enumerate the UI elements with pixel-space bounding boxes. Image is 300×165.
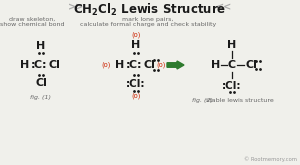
Text: © Rootmemory.com: © Rootmemory.com xyxy=(244,156,297,162)
Text: H: H xyxy=(20,60,30,70)
Text: $\bf{CH_2Cl_2}$ Lewis Structure: $\bf{CH_2Cl_2}$ Lewis Structure xyxy=(73,2,227,18)
Text: C: C xyxy=(228,60,236,70)
Text: fig. (2): fig. (2) xyxy=(191,98,212,103)
Text: mark lone pairs,: mark lone pairs, xyxy=(122,17,174,22)
Text: <<: << xyxy=(216,2,232,12)
Text: C: C xyxy=(34,60,42,70)
Text: (o): (o) xyxy=(101,62,111,68)
Text: :: : xyxy=(126,60,130,69)
Text: (o): (o) xyxy=(131,32,141,38)
Text: fig. (1): fig. (1) xyxy=(31,95,52,100)
Text: Cl: Cl xyxy=(48,60,60,70)
Text: Cl: Cl xyxy=(143,60,155,70)
Text: H: H xyxy=(212,60,220,70)
Text: :: : xyxy=(137,60,141,69)
Text: H: H xyxy=(131,40,141,50)
Text: :: : xyxy=(42,60,46,69)
Text: Cl: Cl xyxy=(245,60,257,70)
Text: H: H xyxy=(116,60,124,70)
Text: :: : xyxy=(31,60,35,69)
Text: (o): (o) xyxy=(156,62,166,68)
Text: stable lewis structure: stable lewis structure xyxy=(206,98,274,103)
Text: Cl: Cl xyxy=(35,78,47,88)
Text: :Cl:: :Cl: xyxy=(222,81,242,91)
Text: calculate formal charge and check stability: calculate formal charge and check stabil… xyxy=(80,22,216,27)
Text: :Cl:: :Cl: xyxy=(126,79,146,89)
Text: >>: >> xyxy=(68,2,84,12)
Text: H: H xyxy=(36,41,46,51)
Text: show chemical bond: show chemical bond xyxy=(0,22,64,27)
Text: draw skeleton,: draw skeleton, xyxy=(9,17,55,22)
FancyArrow shape xyxy=(167,61,184,69)
Text: (o): (o) xyxy=(131,93,141,99)
Text: H: H xyxy=(227,40,237,50)
Text: C: C xyxy=(129,60,137,70)
